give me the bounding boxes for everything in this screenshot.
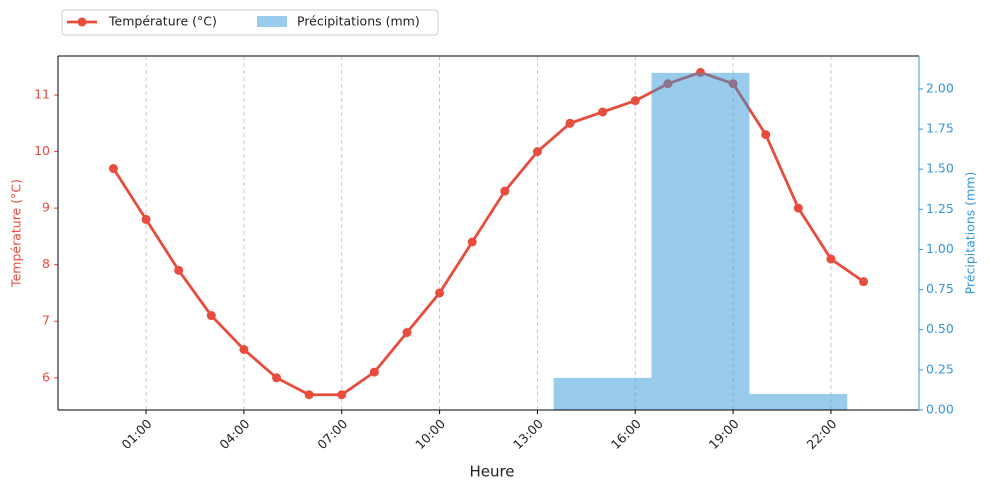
temperature-marker bbox=[598, 107, 608, 117]
temperature-line bbox=[112, 70, 865, 397]
y-tick-label: 8 bbox=[42, 256, 50, 271]
temperature-marker bbox=[826, 254, 836, 264]
x-tick-label: 01:00 bbox=[119, 416, 155, 452]
temperature-marker bbox=[500, 186, 510, 196]
temperature-marker bbox=[793, 203, 803, 213]
y-axis-label: Température (°C) bbox=[9, 179, 24, 288]
legend-label: Précipitations (mm) bbox=[297, 14, 420, 29]
temperature-marker bbox=[272, 373, 282, 383]
y2-axis-label: Précipitations (mm) bbox=[963, 172, 978, 295]
y2-tick-label: 0.75 bbox=[926, 281, 954, 296]
temperature-marker bbox=[141, 214, 151, 224]
legend-marker bbox=[77, 17, 87, 27]
y2-tick-label: 1.50 bbox=[926, 161, 954, 176]
x-tick-label: 16:00 bbox=[608, 416, 644, 452]
x-tick-label: 13:00 bbox=[510, 416, 546, 452]
x-tick-label: 19:00 bbox=[706, 416, 742, 452]
temperature-marker bbox=[206, 311, 216, 321]
temperature-marker bbox=[304, 390, 314, 400]
x-axis-label: Heure bbox=[469, 463, 514, 481]
y2-tick-label: 0.50 bbox=[926, 321, 954, 336]
legend-swatch bbox=[257, 16, 287, 27]
y-tick-label: 6 bbox=[42, 369, 50, 384]
precipitation-bar bbox=[651, 72, 750, 410]
temperature-marker bbox=[630, 96, 640, 106]
temperature-marker bbox=[369, 367, 379, 377]
y2-tick-label: 1.75 bbox=[926, 121, 954, 136]
temperature-marker bbox=[337, 390, 347, 400]
temperature-marker bbox=[532, 147, 542, 157]
x-tick-label: 04:00 bbox=[216, 416, 252, 452]
legend-label: Température (°C) bbox=[108, 14, 217, 29]
temperature-marker bbox=[761, 130, 771, 140]
y-tick-label: 11 bbox=[34, 87, 50, 102]
x-tick-label: 10:00 bbox=[412, 416, 448, 452]
y2-tick-label: 1.00 bbox=[926, 241, 954, 256]
y-tick-label: 10 bbox=[34, 143, 50, 158]
y-tick-label: 9 bbox=[42, 200, 50, 215]
y2-tick-label: 2.00 bbox=[926, 80, 954, 95]
x-tick-label: 22:00 bbox=[803, 416, 839, 452]
y2-tick-label: 0.00 bbox=[926, 402, 954, 417]
temperature-marker bbox=[859, 277, 869, 287]
temperature-marker bbox=[174, 265, 184, 275]
temperature-marker bbox=[402, 328, 412, 338]
temperature-marker bbox=[435, 288, 445, 298]
precipitation-bar bbox=[553, 377, 652, 410]
temperature-marker bbox=[565, 118, 575, 128]
precipitation-bar bbox=[749, 393, 848, 410]
y2-tick-label: 1.25 bbox=[926, 201, 954, 216]
legend-box bbox=[61, 9, 439, 36]
x-tick-label: 07:00 bbox=[314, 416, 350, 452]
y-tick-label: 7 bbox=[42, 313, 50, 328]
temperature-marker bbox=[108, 164, 118, 174]
temperature-marker bbox=[239, 344, 249, 354]
y2-tick-label: 0.25 bbox=[926, 361, 954, 376]
temperature-marker bbox=[467, 237, 477, 247]
